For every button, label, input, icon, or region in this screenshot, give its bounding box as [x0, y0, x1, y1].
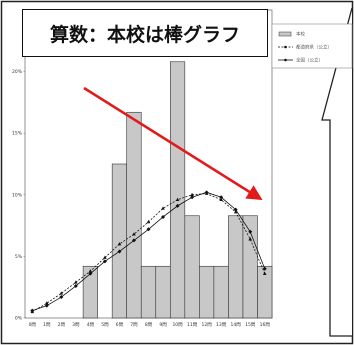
bar-9問 — [155, 265, 171, 319]
y-tick-label: 0% — [15, 316, 23, 322]
point-national — [59, 295, 64, 300]
point-prefecture — [190, 192, 194, 197]
trend-arrow — [83, 86, 263, 201]
x-tick-label: 13問 — [216, 322, 227, 328]
point-national — [262, 266, 267, 271]
point-prefecture — [248, 237, 253, 241]
y-axis-ticks: 0% 5% 10% 15% 20% — [12, 69, 25, 322]
point-prefecture — [161, 206, 165, 210]
point-prefecture — [175, 197, 180, 202]
x-tick-label: 6問 — [116, 322, 124, 328]
point-national — [190, 195, 195, 200]
x-axis-ticks: 0問 1問 2問 3問 4問 5問 6問 7問 8問 9問 10問 11問 12問 13問 14問 15問 16… — [29, 322, 271, 328]
legend-marker — [284, 58, 287, 62]
bar-13問 — [213, 265, 229, 319]
line-series — [30, 190, 267, 314]
bar-14問 — [228, 215, 244, 319]
x-tick-label: 8問 — [145, 322, 153, 328]
point-prefecture — [103, 255, 107, 259]
y-tick-label: 15% — [12, 131, 23, 137]
y-tick-label: 20% — [12, 69, 23, 75]
bar-series — [82, 61, 273, 319]
x-tick-label: 5問 — [101, 322, 109, 328]
point-prefecture — [88, 269, 93, 273]
point-national — [233, 207, 238, 212]
point-prefecture — [233, 210, 238, 214]
bar-10問 — [169, 61, 186, 319]
x-tick-label: 7問 — [130, 322, 138, 328]
x-tick-label: 15問 — [245, 322, 256, 328]
legend-label: 全国（公立） — [296, 57, 323, 64]
bar-7問 — [126, 111, 142, 319]
x-tick-label: 0問 — [29, 322, 37, 328]
x-tick-label: 2問 — [58, 322, 66, 328]
point-prefecture — [262, 271, 267, 275]
x-tick-label: 4問 — [87, 322, 95, 328]
speech-bubble-tail — [321, 7, 353, 337]
bar-4問 — [82, 265, 98, 319]
x-tick-label: 14問 — [231, 322, 242, 328]
point-prefecture — [59, 291, 64, 295]
point-national — [102, 259, 107, 264]
x-tick-label: 1問 — [43, 322, 51, 328]
x-tick-label: 10問 — [172, 322, 183, 328]
point-national — [146, 227, 151, 232]
y-tick-label: 5% — [15, 254, 23, 260]
chart-title: 算数：本校は棒グラフ — [22, 9, 268, 57]
point-prefecture — [132, 232, 136, 236]
bar-12問 — [199, 265, 215, 319]
point-national — [88, 271, 93, 276]
legend-marker — [284, 45, 287, 49]
point-national — [131, 238, 136, 243]
point-national — [30, 308, 35, 313]
bar-16問 — [257, 265, 273, 319]
point-national — [161, 214, 166, 219]
x-tick-label: 16問 — [260, 322, 271, 328]
legend-swatch-bar — [278, 31, 292, 37]
x-tick-label: 3問 — [72, 322, 80, 328]
point-national — [73, 283, 78, 288]
x-tick-label: 11問 — [187, 322, 198, 328]
y-tick-label: 10% — [12, 192, 23, 198]
x-tick-label: 12問 — [202, 322, 213, 328]
point-national — [117, 249, 122, 254]
x-tick-label: 9問 — [159, 322, 167, 328]
point-prefecture — [219, 197, 223, 202]
point-prefecture — [117, 242, 122, 246]
legend-label: 都道府県（公立） — [296, 44, 332, 51]
bar-11問 — [184, 215, 200, 319]
point-national — [219, 195, 224, 200]
point-prefecture — [74, 280, 78, 284]
point-national — [204, 190, 209, 195]
point-national — [248, 229, 253, 234]
point-national — [175, 203, 180, 208]
bar-8問 — [140, 265, 157, 319]
point-prefecture — [44, 301, 49, 305]
point-national — [44, 303, 49, 308]
point-prefecture — [146, 219, 151, 224]
legend-label: 本校 — [296, 31, 305, 38]
